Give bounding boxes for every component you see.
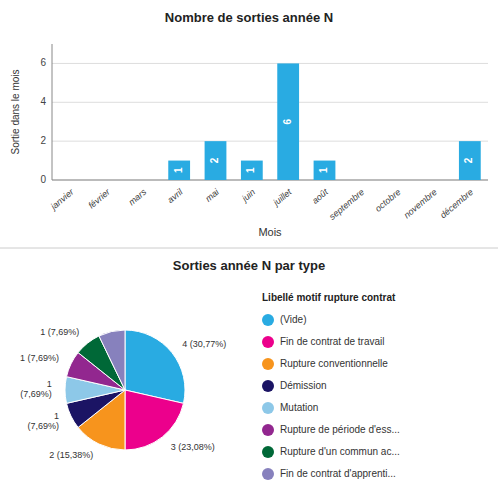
pie-label: 4 (30,77%) [182,339,226,349]
data-label: 1 [245,167,256,173]
legend-title: Libellé motif rupture contrat [262,292,396,303]
bar [132,180,154,181]
y-tick-label: 6 [40,57,46,68]
grid-line [52,180,488,181]
x-tick-label: septembre [327,187,366,222]
pie-label-line: 1 (7,69%) [40,327,79,337]
bar [314,161,336,180]
pie-label: 1 (7,69%) [40,327,79,337]
bar [423,180,445,181]
data-label: 6 [282,118,293,124]
x-tick-label: janvier [48,186,76,212]
x-tick-label: novembre [402,187,439,220]
bar [241,161,263,180]
y-tick-label: 2 [40,135,46,146]
legend-entry: (Vide) [280,314,307,325]
legend: Libellé motif rupture contrat (Vide) Fin d… [262,292,400,480]
legend-swatch [262,402,274,414]
x-axis-line [52,180,488,181]
legend-swatch [262,446,274,458]
bar [205,141,227,180]
grid-line [52,141,488,142]
x-tick-label: mars [126,186,148,207]
chart-title: Sorties année N par type [173,258,325,273]
legend-swatch [262,468,274,480]
pie-label: 1 (7,69%) [20,353,59,363]
y-axis-line [52,44,53,180]
pie-label-line: (7,69%) [20,389,52,399]
separator [0,248,498,249]
x-axis-label: Mois [258,226,282,238]
pie-label-line: 4 (30,77%) [182,339,226,349]
pie-slice [99,330,125,390]
x-tick-label: juillet [271,186,294,208]
pie-labels: 4 (30,77%)3 (23,08%)2 (15,38%)1(7,69%)1(… [20,327,226,460]
data-label: 2 [209,157,220,163]
x-tick-label: mai [203,186,221,204]
data-label: 1 [173,167,184,173]
pie-label: 3 (23,08%) [171,442,215,452]
grid-line [52,63,488,64]
x-tick-label: juin [239,187,257,204]
legend-entry: Rupture de période d'ess... [280,424,400,435]
x-tick-label: août [310,186,330,205]
bar [386,180,408,181]
legend-entry: Rupture conventionnelle [280,358,388,369]
pie-label-line: 3 (23,08%) [171,442,215,452]
pie-label-line: 2 (15,38%) [49,450,93,460]
grid [52,63,488,180]
pie-label: 1(7,69%) [20,379,52,399]
pie-label: 2 (15,38%) [49,450,93,460]
legend-swatch [262,424,274,436]
legend-swatch [262,380,274,392]
legend-entry: Fin de contrat de travail [280,336,385,347]
pie-label-line: 1 [47,379,52,389]
chart-title: Nombre de sorties année N [165,10,333,25]
legend-entry: Démission [280,380,327,391]
x-tick-label: avril [165,186,185,205]
pie [65,330,185,450]
y-axis-label: Sortie dans le mois [10,69,21,154]
grid-line [52,102,488,103]
chart-root: Nombre de sorties année N 0 2 4 6 1 2 1 6 1 2 janvi… [0,0,498,496]
pie-label-line: 1 [54,411,59,421]
legend-entry: Fin de contrat d'apprenti... [280,468,396,479]
y-tick-label: 0 [40,174,46,185]
data-labels: 1 2 1 6 1 2 [173,118,475,173]
bar [277,63,299,180]
legend-swatch [262,314,274,326]
legend-entry: Mutation [280,402,318,413]
y-tick-label: 4 [40,96,46,107]
legend-swatch [262,358,274,370]
bar [350,180,372,181]
data-label: 1 [318,167,329,173]
x-tick-label: octobre [373,187,402,214]
legend-swatch [262,336,274,348]
data-label: 2 [463,157,474,163]
legend-entry: Rupture d'un commun ac... [280,446,400,457]
x-tick-label: décembre [438,187,475,220]
pie-label-line: 1 (7,69%) [20,353,59,363]
bar [96,180,118,181]
x-tick-label: février [86,186,112,210]
pie-label: 1(7,69%) [28,411,60,431]
bar [59,180,81,181]
pie-label-line: (7,69%) [28,421,60,431]
bar [168,161,190,180]
bar [459,141,481,180]
